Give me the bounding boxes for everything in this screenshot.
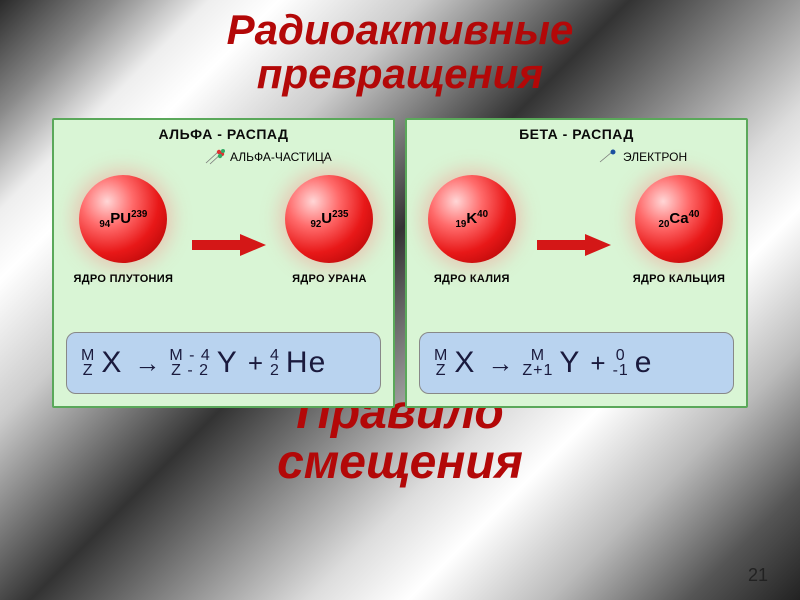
electron-icon [597, 148, 619, 166]
plutonium-name: ЯДРО ПЛУТОНИЯ [74, 273, 174, 285]
potassium-name: ЯДРО КАЛИЯ [434, 273, 510, 285]
calcium-sphere: 20Ca40 [635, 175, 723, 263]
electron-label: ЭЛЕКТРОН [623, 150, 687, 164]
alpha-parent-nucleus: 94PU239 ЯДРО ПЛУТОНИЯ [74, 175, 174, 285]
beta-child-nucleus: 20Ca40 ЯДРО КАЛЬЦИЯ [633, 175, 725, 285]
beta-lhs-frac: M Z [434, 348, 448, 378]
alpha-child-nucleus: 92U235 ЯДРО УРАНА [285, 175, 373, 285]
plutonium-label: 94PU239 [99, 209, 147, 230]
beta-particle-row: ЭЛЕКТРОН [597, 148, 687, 166]
slide-title: Радиоактивные превращения [0, 8, 800, 96]
alpha-formula-arrow: → [134, 348, 161, 379]
alpha-formula: M Z X → M - 4 Z - 2 Y + 4 2 He [66, 332, 381, 394]
title-line-2: превращения [0, 52, 800, 96]
beta-formula-arrow: → [487, 348, 514, 379]
alpha-nuclei-row: 94PU239 ЯДРО ПЛУТОНИЯ 92U235 ЯДРО УРАНА [54, 175, 393, 285]
uranium-name: ЯДРО УРАНА [292, 273, 367, 285]
alpha-particle-row: АЛЬФА-ЧАСТИЦА [204, 148, 332, 166]
calcium-name: ЯДРО КАЛЬЦИЯ [633, 273, 725, 285]
title-line-1: Радиоактивные [0, 8, 800, 52]
alpha-rhs1-frac: M - 4 Z - 2 [169, 348, 210, 378]
alpha-lhs-frac: M Z [81, 348, 95, 378]
beta-panel: БЕТА - РАСПАД ЭЛЕКТРОН 19K40 ЯДРО КАЛИЯ [405, 118, 748, 408]
uranium-label: 92U235 [310, 209, 348, 230]
alpha-panel: АЛЬФА - РАСПАД АЛЬФА-ЧАСТИЦА 94PU239 [52, 118, 395, 408]
beta-nuclei-row: 19K40 ЯДРО КАЛИЯ 20Ca40 ЯДРО КАЛЬЦИЯ [407, 175, 746, 285]
beta-parent-nucleus: 19K40 ЯДРО КАЛИЯ [428, 175, 516, 285]
calcium-label: 20Ca40 [659, 209, 700, 230]
alpha-particle-icon [204, 148, 226, 166]
alpha-arrow [192, 232, 266, 258]
page-number: 21 [748, 565, 768, 586]
uranium-sphere: 92U235 [285, 175, 373, 263]
decay-panels: АЛЬФА - РАСПАД АЛЬФА-ЧАСТИЦА 94PU239 [52, 118, 748, 408]
beta-rhs1-frac: M Z+1 [522, 348, 553, 378]
alpha-rhs2-frac: 4 2 [270, 348, 280, 378]
alpha-title: АЛЬФА - РАСПАД [54, 126, 393, 142]
beta-title: БЕТА - РАСПАД [407, 126, 746, 142]
rule-line-2: смещения [0, 438, 800, 488]
potassium-label: 19K40 [455, 209, 488, 230]
beta-formula: M Z X → M Z+1 Y + 0 -1 e [419, 332, 734, 394]
beta-arrow [537, 232, 611, 258]
alpha-particle-label: АЛЬФА-ЧАСТИЦА [230, 150, 332, 164]
beta-rhs2-frac: 0 -1 [613, 348, 629, 378]
plutonium-sphere: 94PU239 [79, 175, 167, 263]
potassium-sphere: 19K40 [428, 175, 516, 263]
